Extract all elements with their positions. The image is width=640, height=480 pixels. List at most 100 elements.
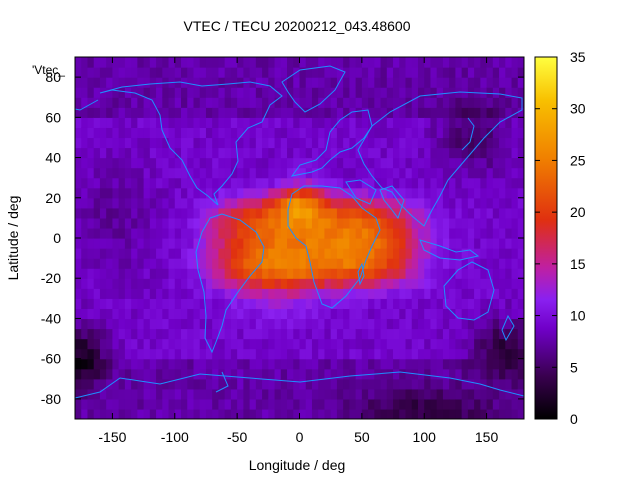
heatmap-cell [143,147,151,159]
heatmap-cell [93,167,101,179]
heatmap-cell [218,308,226,320]
heatmap-cell [249,227,257,239]
heatmap-cell [87,187,95,199]
heatmap-cell [268,258,276,269]
heatmap-cell [424,398,432,410]
heatmap-cell [230,227,238,239]
heatmap-cell [218,288,226,299]
heatmap-cell [137,117,145,128]
heatmap-cell [417,298,425,309]
heatmap-cell [249,308,257,320]
heatmap-cell [174,318,182,330]
heatmap-cell [274,197,282,209]
heatmap-cell [205,368,213,380]
heatmap-cell [249,358,257,370]
heatmap-cell [162,217,170,229]
heatmap-cell [411,207,419,219]
heatmap-cell [205,328,213,340]
heatmap-cell [480,87,488,98]
heatmap-cell [193,318,201,330]
heatmap-cell [212,278,220,289]
heatmap-cell [436,67,444,78]
heatmap-cell [349,107,357,118]
heatmap-cell [499,127,506,139]
heatmap-cell [149,217,157,229]
heatmap-cell [311,57,319,68]
heatmap-cell [149,248,157,259]
heatmap-cell [280,77,288,88]
heatmap-cell [486,147,494,159]
heatmap-cell [305,398,313,410]
heatmap-cell [168,227,176,239]
heatmap-cell [268,338,276,350]
heatmap-cell [249,207,257,219]
heatmap-cell [174,238,182,249]
heatmap-cell [149,67,157,78]
heatmap-cell [268,97,276,108]
heatmap-cell [255,338,263,350]
heatmap-cell [399,248,407,259]
heatmap-cell [174,97,182,108]
heatmap-cell [224,328,232,340]
heatmap-cell [181,117,188,128]
heatmap-cell [199,268,207,279]
heatmap-cell [230,408,238,419]
heatmap-cell [262,187,269,199]
heatmap-cell [455,197,463,209]
heatmap-cell [81,167,89,179]
heatmap-cell [336,207,344,219]
heatmap-cell [430,318,438,330]
heatmap-cell [174,127,182,139]
heatmap-cell [474,238,481,249]
heatmap-cell [230,187,238,199]
heatmap-cell [143,308,151,320]
heatmap-cell [249,157,257,169]
heatmap-cell [218,258,226,269]
heatmap-cell [293,97,301,108]
heatmap-cell [143,77,151,88]
heatmap-cell [149,147,157,159]
heatmap-cell [499,117,506,128]
heatmap-cell [181,57,188,68]
heatmap-cell [386,318,394,330]
heatmap-cell [424,338,432,350]
heatmap-cell [499,318,506,330]
heatmap-cell [75,298,82,309]
heatmap-cell [87,288,95,299]
heatmap-cell [368,308,375,320]
heatmap-cell [112,238,120,249]
heatmap-cell [262,388,269,400]
heatmap-cell [81,217,89,229]
heatmap-cell [505,87,513,98]
heatmap-cell [361,308,369,320]
heatmap-cell [87,318,95,330]
heatmap-cell [417,157,425,169]
heatmap-cell [187,348,195,360]
heatmap-cell [280,248,288,259]
heatmap-cell [486,57,494,68]
heatmap-cell [112,318,120,330]
heatmap-cell [287,137,294,149]
heatmap-cell [106,318,114,330]
heatmap-cell [99,308,107,320]
heatmap-cell [374,67,382,78]
heatmap-cell [399,318,407,330]
heatmap-cell [336,248,344,259]
heatmap-cell [255,107,263,118]
heatmap-cell [311,97,319,108]
heatmap-cell [311,207,319,219]
heatmap-cell [93,308,101,320]
heatmap-cell [112,338,120,350]
heatmap-cell [237,308,244,320]
heatmap-cell [174,107,182,118]
heatmap-cell [486,398,494,410]
heatmap-cell [361,388,369,400]
heatmap-cell [280,388,288,400]
heatmap-cell [218,127,226,139]
heatmap-cell [343,117,350,128]
heatmap-cell [280,258,288,269]
heatmap-cell [124,398,132,410]
heatmap-cell [230,77,238,88]
heatmap-cell [243,207,251,219]
heatmap-cell [461,67,469,78]
